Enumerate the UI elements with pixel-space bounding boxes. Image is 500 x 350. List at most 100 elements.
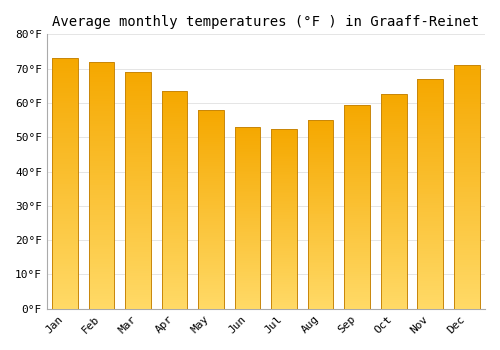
Bar	[89, 109, 114, 111]
Bar	[308, 218, 334, 220]
Bar	[272, 204, 297, 206]
Bar	[89, 119, 114, 121]
Bar	[454, 75, 479, 77]
Bar	[344, 119, 370, 121]
Bar	[272, 211, 297, 213]
Bar	[52, 139, 78, 141]
Bar	[162, 257, 188, 259]
Bar	[162, 111, 188, 113]
Bar	[162, 276, 188, 278]
Bar	[344, 264, 370, 266]
Bar	[454, 68, 479, 70]
Bar	[89, 210, 114, 212]
Bar	[198, 128, 224, 130]
Bar	[418, 251, 443, 254]
Bar	[381, 154, 406, 156]
Bar	[89, 301, 114, 304]
Bar	[308, 261, 334, 264]
Bar	[381, 253, 406, 255]
Bar	[198, 285, 224, 287]
Bar	[381, 307, 406, 309]
Bar	[52, 93, 78, 96]
Bar	[52, 206, 78, 209]
Bar	[454, 209, 479, 211]
Bar	[272, 183, 297, 184]
Bar	[235, 149, 260, 150]
Bar	[162, 145, 188, 148]
Bar	[52, 216, 78, 219]
Bar	[89, 237, 114, 240]
Bar	[235, 136, 260, 138]
Bar	[272, 194, 297, 195]
Bar	[381, 165, 406, 167]
Bar	[126, 91, 151, 93]
Bar	[198, 146, 224, 148]
Bar	[126, 82, 151, 84]
Bar	[89, 168, 114, 170]
Bar	[418, 212, 443, 215]
Bar	[454, 70, 479, 72]
Bar	[381, 266, 406, 268]
Bar	[308, 282, 334, 284]
Bar	[454, 226, 479, 229]
Bar	[418, 130, 443, 132]
Bar	[126, 169, 151, 171]
Bar	[272, 179, 297, 181]
Bar	[126, 115, 151, 117]
Bar	[198, 215, 224, 217]
Bar	[52, 118, 78, 121]
Bar	[126, 197, 151, 200]
Bar	[381, 281, 406, 283]
Bar	[308, 162, 334, 163]
Bar	[162, 241, 188, 243]
Bar	[235, 229, 260, 231]
Bar	[162, 248, 188, 250]
Bar	[235, 240, 260, 242]
Bar	[198, 154, 224, 155]
Bar	[89, 89, 114, 91]
Bar	[89, 222, 114, 225]
Bar	[235, 183, 260, 185]
Bar	[126, 119, 151, 122]
Bar	[235, 307, 260, 309]
Bar	[308, 209, 334, 211]
Bar	[198, 289, 224, 291]
Bar	[272, 170, 297, 172]
Bar	[272, 246, 297, 247]
Bar	[89, 133, 114, 136]
Bar	[235, 305, 260, 307]
Bar	[52, 106, 78, 108]
Bar	[89, 200, 114, 203]
Bar	[235, 287, 260, 289]
Bar	[381, 294, 406, 296]
Bar	[198, 243, 224, 245]
Bar	[126, 306, 151, 309]
Bar	[272, 197, 297, 199]
Bar	[344, 301, 370, 303]
Bar	[162, 280, 188, 282]
Bar	[454, 301, 479, 304]
Bar	[52, 174, 78, 176]
Bar	[89, 126, 114, 128]
Bar	[89, 195, 114, 198]
Bar	[454, 255, 479, 258]
Bar	[418, 222, 443, 224]
Bar	[126, 96, 151, 98]
Bar	[235, 138, 260, 140]
Bar	[454, 72, 479, 75]
Bar	[344, 292, 370, 294]
Bar	[162, 243, 188, 246]
Bar	[162, 252, 188, 254]
Bar	[89, 296, 114, 299]
Bar	[235, 209, 260, 211]
Bar	[89, 254, 114, 257]
Bar	[381, 287, 406, 289]
Bar	[52, 276, 78, 279]
Bar	[381, 99, 406, 101]
Bar	[381, 249, 406, 251]
Bar	[454, 148, 479, 150]
Bar	[344, 276, 370, 278]
Bar	[381, 126, 406, 129]
Bar	[126, 172, 151, 174]
Bar	[272, 219, 297, 220]
